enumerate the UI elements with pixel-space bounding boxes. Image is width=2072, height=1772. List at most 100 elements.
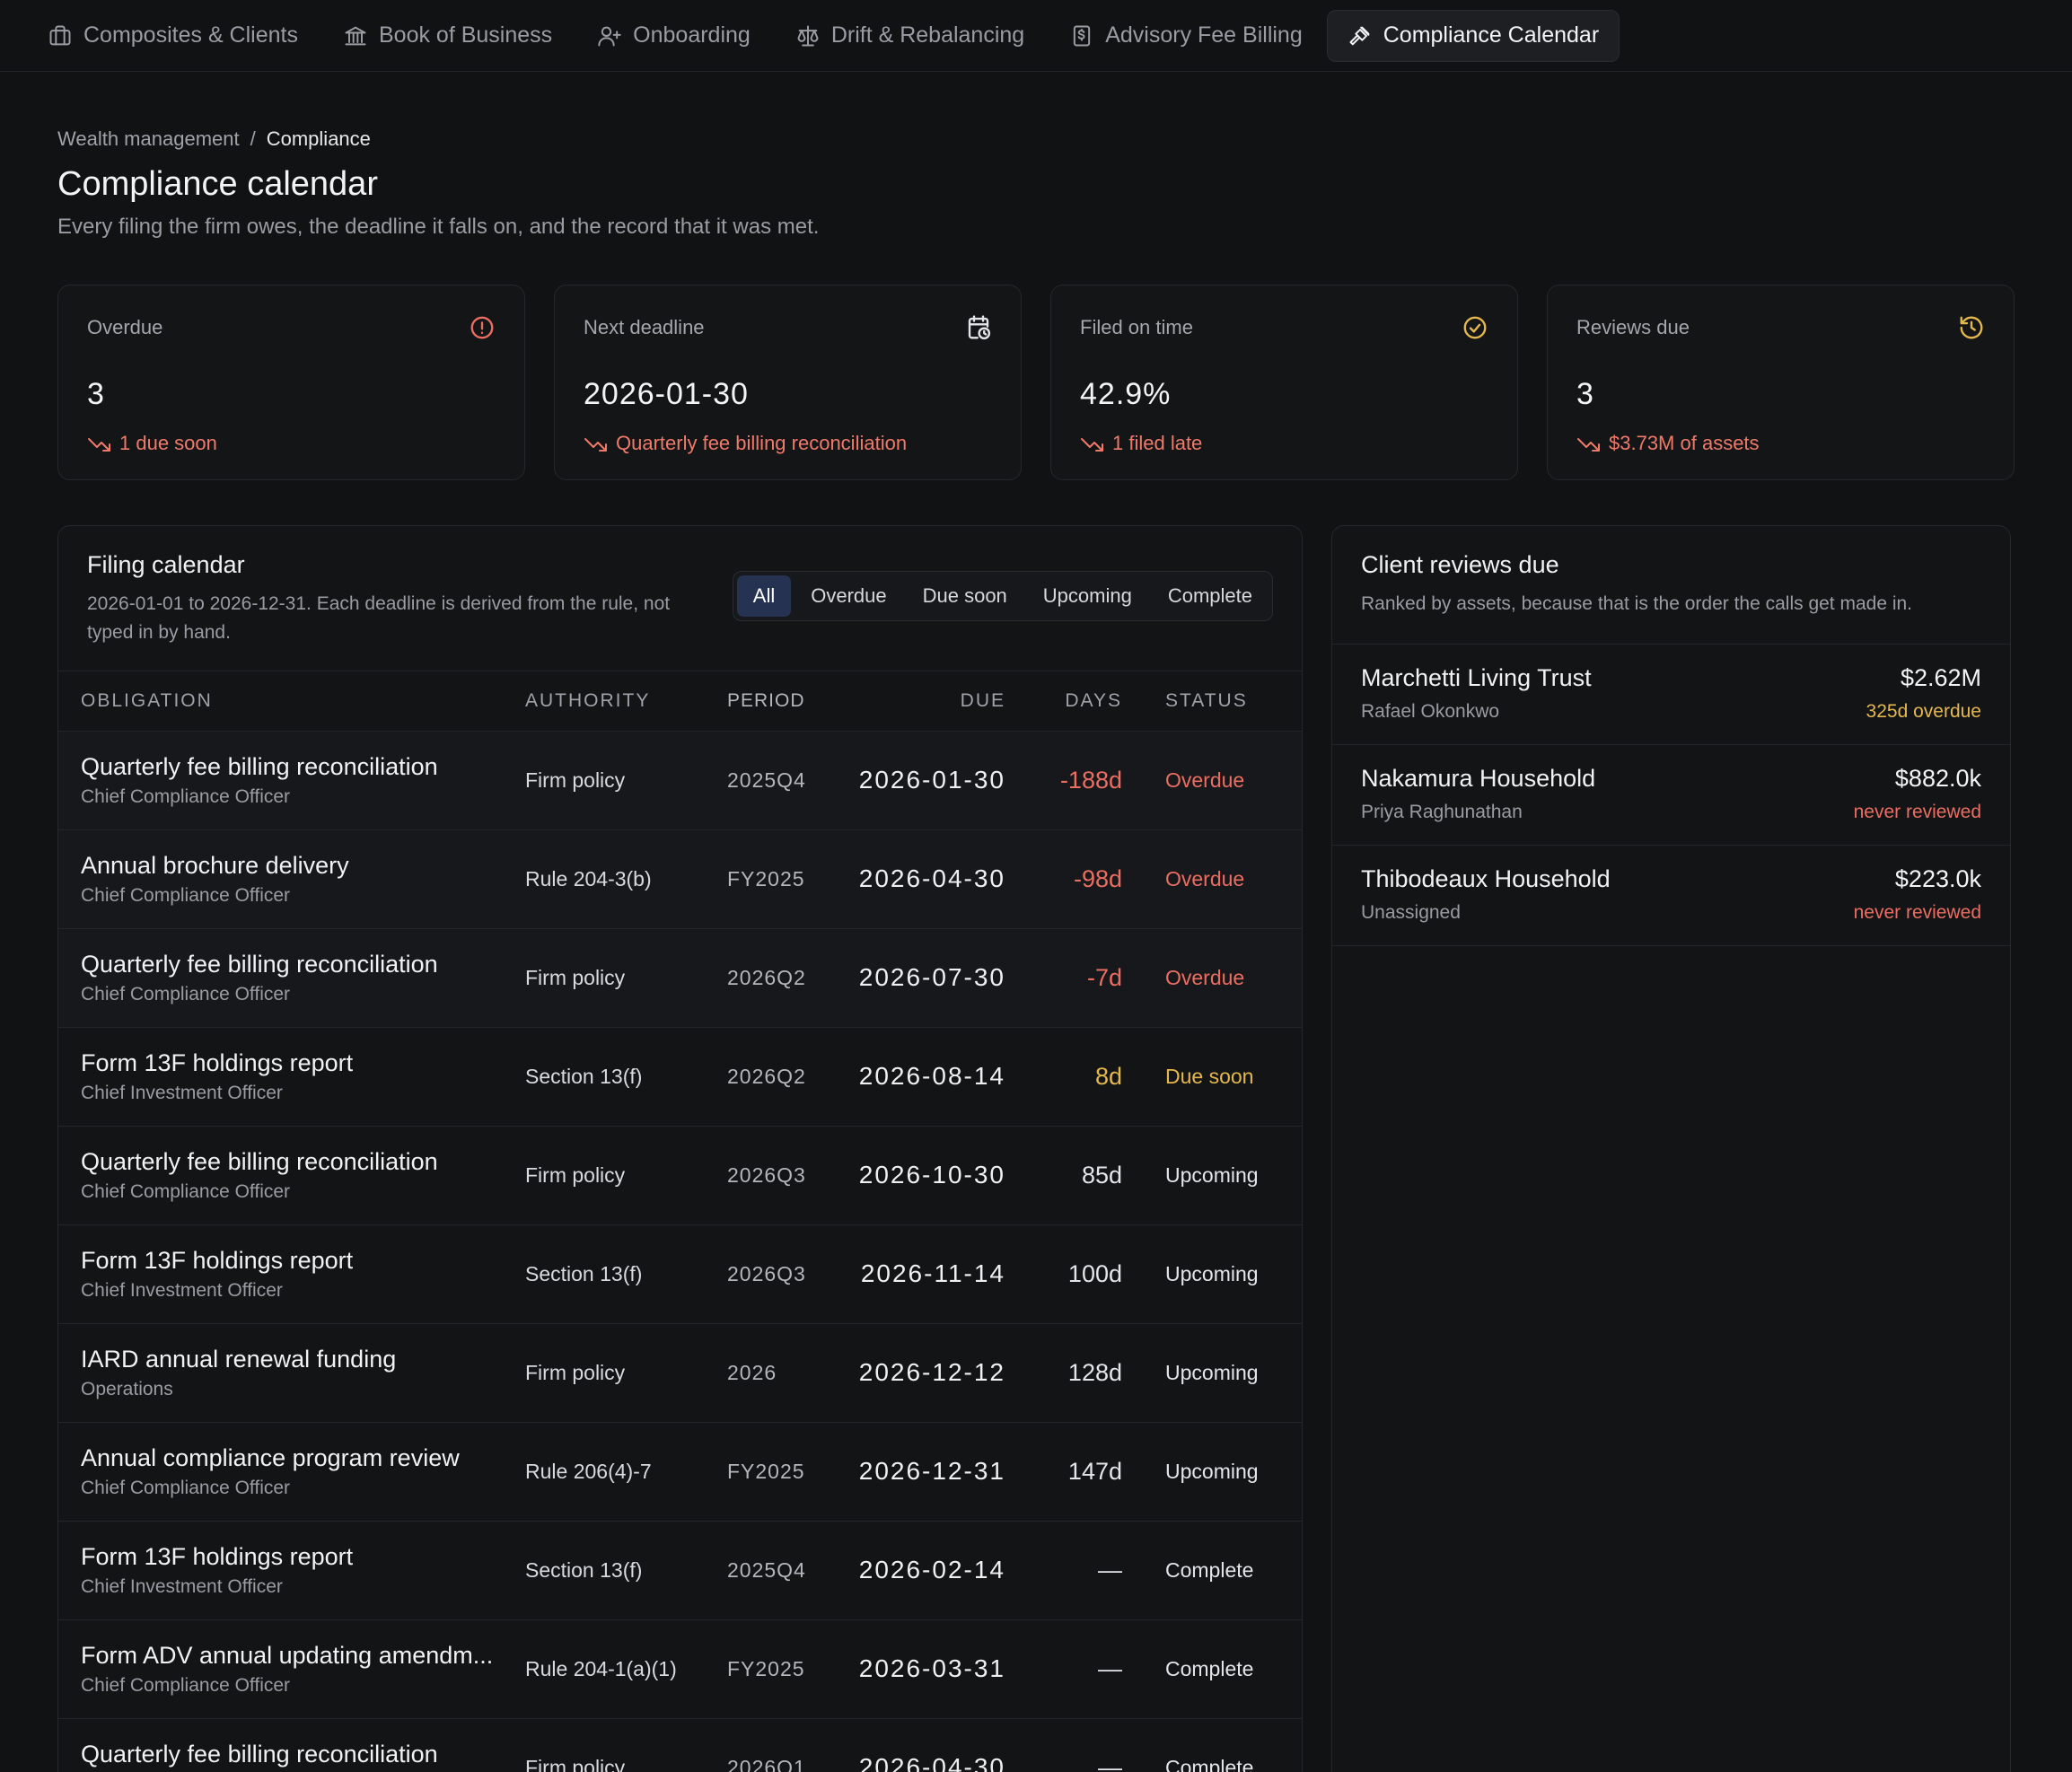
cell-days: —	[1005, 1521, 1122, 1620]
obligation-name[interactable]: Form 13F holdings report	[81, 1542, 354, 1570]
column-header-status[interactable]: STATUS	[1122, 671, 1302, 732]
table-row[interactable]: Form 13F holdings report Chief Investment…	[58, 1521, 1302, 1620]
filter-due-soon[interactable]: Due soon	[922, 584, 1007, 607]
trend-down-icon	[88, 438, 110, 452]
filing-calendar-header: Filing calendar 2026-01-01 to 2026-12-31…	[58, 526, 1302, 671]
filing-table-body: Quarterly fee billing reconciliation Chie…	[58, 731, 1302, 1772]
tab-label: Book of Business	[378, 22, 553, 48]
column-header-days[interactable]: DAYS	[1005, 671, 1122, 732]
tab-book-of-business[interactable]: Book of Business	[322, 10, 573, 62]
cell-days: -7d	[1005, 928, 1122, 1028]
status-badge: Due soon	[1122, 1027, 1302, 1127]
tab-drift-rebalancing[interactable]: Drift & Rebalancing	[775, 10, 1045, 62]
cell-days: 100d	[1005, 1224, 1122, 1324]
table-header-row: OBLIGATION AUTHORITY PERIOD DUE DAYS STA…	[58, 671, 1302, 732]
status-badge: Complete	[1122, 1619, 1302, 1719]
kpi-trend: 1 filed late	[1080, 432, 1488, 455]
filing-calendar-description: 2026-01-01 to 2026-12-31. Each deadline …	[87, 593, 671, 643]
filter-complete[interactable]: Complete	[1167, 584, 1252, 607]
table-row[interactable]: Form 13F holdings report Chief Investment…	[58, 1224, 1302, 1324]
obligation-name[interactable]: Quarterly fee billing reconciliation	[81, 950, 438, 978]
kpi-card-next-deadline: Next deadline 2026-01-30 Quarterly fee b…	[554, 285, 1022, 480]
review-item[interactable]: Thibodeaux Household Unassigned $223.0k nev…	[1332, 846, 2010, 946]
filter-overdue[interactable]: Overdue	[811, 584, 887, 607]
scale-icon	[797, 25, 819, 46]
cell-obligation: Quarterly fee billing reconciliationChie…	[58, 1718, 525, 1772]
cell-due: 2026-11-14	[844, 1224, 1005, 1324]
cell-authority: Firm policy	[525, 1126, 727, 1225]
column-header-period[interactable]: PERIOD	[727, 671, 844, 732]
status-badge: Complete	[1122, 1718, 1302, 1772]
table-row[interactable]: Annual compliance program review Chief Co…	[58, 1422, 1302, 1522]
calendar-clock-icon	[965, 314, 992, 341]
kpi-trend: 1 due soon	[87, 432, 496, 455]
cell-period: 2026Q2	[727, 1027, 844, 1127]
obligation-name[interactable]: Form 13F holdings report	[81, 1048, 354, 1076]
breadcrumb-parent[interactable]: Wealth management	[57, 127, 240, 150]
review-client-name: Marchetti Living Trust	[1361, 664, 1592, 691]
bank-icon	[345, 26, 366, 45]
table-row[interactable]: Form ADV annual updating amendm... Chief …	[58, 1619, 1302, 1719]
obligation-name[interactable]: Form 13F holdings report	[81, 1246, 354, 1274]
tab-advisory-fee-billing[interactable]: Advisory Fee Billing	[1049, 10, 1323, 62]
tab-composites-clients[interactable]: Composites & Clients	[27, 10, 319, 62]
tab-compliance-calendar[interactable]: Compliance Calendar	[1326, 9, 1620, 62]
column-header-obligation[interactable]: OBLIGATION	[58, 671, 525, 732]
obligation-name[interactable]: Quarterly fee billing reconciliation	[81, 752, 438, 780]
cell-days: 128d	[1005, 1323, 1122, 1423]
kpi-value: 3	[1576, 377, 1594, 411]
review-client-name: Nakamura Household	[1361, 765, 1596, 792]
table-row[interactable]: Form 13F holdings report Chief Investment…	[58, 1027, 1302, 1127]
cell-authority: Rule 204-1(a)(1)	[525, 1619, 727, 1719]
review-status: never reviewed	[1853, 802, 1981, 822]
table-row[interactable]: Quarterly fee billing reconciliationChie…	[58, 1718, 1302, 1772]
obligation-name[interactable]: Quarterly fee billing reconciliation	[81, 1740, 438, 1768]
obligation-owner: Chief Compliance Officer	[81, 1477, 291, 1498]
cell-due: 2026-07-30	[844, 928, 1005, 1028]
history-icon	[1958, 314, 1985, 341]
obligation-name[interactable]: Quarterly fee billing reconciliation	[81, 1147, 438, 1175]
kpi-card-filed-on-time: Filed on time 42.9% 1 filed late	[1050, 285, 1518, 480]
cell-authority: Rule 204-3(b)	[525, 829, 727, 929]
obligation-name[interactable]: Annual brochure delivery	[81, 851, 349, 879]
review-client: Nakamura Household Priya Raghunathan	[1361, 765, 1595, 823]
cell-days: —	[1005, 1619, 1122, 1719]
cell-authority: Section 13(f)	[525, 1521, 727, 1620]
page-content: Wealth management / Compliance Complianc…	[0, 72, 2072, 1772]
review-assets: $882.0k	[1894, 765, 1981, 792]
client-reviews-list: Marchetti Living Trust Rafael Okonkwo $2.6…	[1332, 645, 2010, 946]
column-header-authority[interactable]: AUTHORITY	[525, 671, 727, 732]
table-row[interactable]: Annual brochure delivery Chief Compliance…	[58, 829, 1302, 929]
status-badge: Upcoming	[1122, 1224, 1302, 1324]
obligation-name[interactable]: Form ADV annual updating amendm...	[81, 1641, 494, 1669]
trend-down-icon	[1081, 438, 1103, 452]
alert-circle-icon	[469, 314, 496, 341]
breadcrumb-separator: /	[250, 127, 256, 150]
obligation-name[interactable]: IARD annual renewal funding	[81, 1345, 397, 1373]
table-row[interactable]: IARD annual renewal funding Operations Fir…	[58, 1323, 1302, 1423]
column-header-due[interactable]: DUE	[844, 671, 1005, 732]
client-reviews-description: Ranked by assets, because that is the or…	[1361, 593, 1913, 614]
check-circle-icon	[1462, 314, 1488, 341]
cell-authority: Section 13(f)	[525, 1224, 727, 1324]
cell-obligation: Form ADV annual updating amendm... Chief …	[58, 1619, 525, 1719]
cell-authority: Firm policy	[525, 1718, 727, 1772]
status-badge: Complete	[1122, 1521, 1302, 1620]
filter-upcoming[interactable]: Upcoming	[1042, 584, 1132, 607]
tab-onboarding[interactable]: Onboarding	[576, 10, 771, 62]
kpi-card-overdue: Overdue 3 1 due soon	[57, 285, 525, 480]
obligation-name[interactable]: Annual compliance program review	[81, 1443, 460, 1471]
review-item[interactable]: Marchetti Living Trust Rafael Okonkwo $2.6…	[1332, 645, 2010, 745]
review-item[interactable]: Nakamura Household Priya Raghunathan $882.…	[1332, 745, 2010, 846]
review-advisor: Priya Raghunathan	[1361, 802, 1523, 822]
kpi-card-reviews-due: Reviews due 3 $3.73M of assets	[1547, 285, 2015, 480]
breadcrumb-current: Compliance	[266, 127, 371, 150]
cell-due: 2026-03-31	[844, 1619, 1005, 1719]
filing-calendar-title: Filing calendar	[87, 551, 245, 578]
filter-all[interactable]: All	[736, 575, 792, 617]
kpi-row: Overdue 3 1 due soon Next deadline 2026-…	[57, 285, 2015, 480]
